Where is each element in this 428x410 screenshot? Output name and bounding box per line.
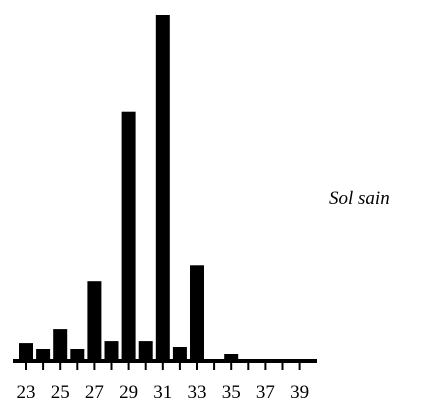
x-tick-label-27: 27: [85, 382, 104, 403]
x-tick-label-23: 23: [17, 382, 36, 403]
bar-25: [53, 329, 68, 361]
x-tick-label-33: 33: [188, 382, 207, 403]
bar-31: [155, 15, 170, 361]
x-tick-label-31: 31: [153, 382, 172, 403]
bar-30: [138, 341, 153, 361]
bar-33: [190, 265, 204, 361]
bar-35: [224, 354, 239, 361]
bar-28: [104, 341, 119, 361]
x-tick-label-25: 25: [51, 382, 70, 403]
x-tick-label-37: 37: [256, 382, 275, 403]
annotation-label: Sol sain: [329, 188, 390, 209]
bar-27: [87, 281, 102, 361]
x-tick-label-35: 35: [222, 382, 241, 403]
x-tick-labels: 23 25 27 29 31 33 35 37 39: [17, 382, 310, 403]
x-ticks: [25, 361, 301, 370]
x-tick-label-39: 39: [290, 382, 309, 403]
bars: [19, 15, 239, 361]
bar-32: [172, 347, 187, 361]
bar-23: [19, 343, 33, 361]
bar-24: [36, 349, 51, 361]
x-tick-label-29: 29: [119, 382, 138, 403]
bar-29: [121, 111, 136, 361]
bar-26: [70, 349, 85, 361]
